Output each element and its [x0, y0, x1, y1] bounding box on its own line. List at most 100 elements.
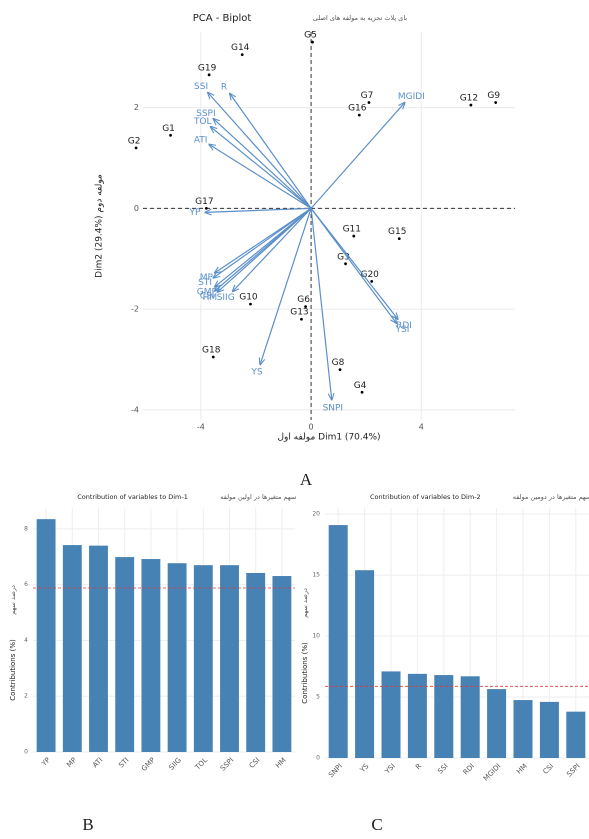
- loading-arrow: [310, 208, 332, 399]
- point-label: G20: [360, 270, 379, 280]
- chart-title: Contribution of variables to Dim-2: [370, 493, 481, 501]
- bar: [355, 570, 375, 758]
- chart-title: Contribution of variables to Dim-1: [77, 493, 188, 501]
- point-label: G17: [195, 197, 213, 207]
- panel-label: A: [300, 470, 313, 489]
- y-tick-label: 0: [316, 755, 320, 762]
- point-label: G5: [304, 31, 317, 41]
- loading-arrow: [213, 119, 312, 209]
- loading-arrow: [310, 103, 405, 209]
- panel-label: B: [82, 815, 93, 834]
- y-axis-label-persian: درصد سهم: [9, 585, 17, 615]
- chart-subtitle: بای پلات تجزیه به مولفه های اصلی: [313, 14, 407, 22]
- y-tick-label: 8: [24, 525, 28, 532]
- y-tick-label: 4: [24, 637, 28, 644]
- y-axis-label: Contributions (%): [301, 642, 309, 704]
- point-label: G1: [162, 124, 175, 134]
- loading-arrow: [213, 207, 312, 278]
- point-label: G2: [128, 136, 141, 146]
- point-label: G4: [354, 381, 367, 391]
- y-axis-label: Contributions (%): [9, 639, 17, 701]
- y-tick-label: 0: [24, 749, 28, 756]
- chart-title: PCA - Biplot: [193, 13, 252, 24]
- bar: [407, 673, 427, 758]
- point-label: G11: [343, 225, 361, 235]
- bar: [167, 563, 187, 752]
- point-label: G6: [297, 295, 310, 305]
- point: [211, 355, 215, 359]
- point-label: G16: [348, 104, 367, 114]
- arrow-label: SIIG: [217, 293, 235, 303]
- bar: [381, 671, 401, 758]
- point: [344, 262, 347, 266]
- point: [494, 101, 498, 104]
- bar: [460, 676, 480, 758]
- bar: [193, 565, 213, 752]
- y-tick-label: 2: [134, 103, 139, 112]
- point-label: G3: [337, 252, 350, 262]
- point: [240, 53, 244, 57]
- bar: [141, 559, 161, 752]
- bar: [115, 557, 135, 752]
- arrow-label: RDI: [396, 321, 412, 331]
- arrow-label: R: [221, 82, 227, 92]
- bar: [539, 701, 559, 758]
- loading-arrow: [233, 207, 312, 291]
- point: [352, 234, 356, 238]
- y-tick-label: -4: [131, 405, 139, 414]
- bar: [89, 545, 108, 752]
- bar: [220, 565, 239, 752]
- point: [311, 40, 314, 44]
- y-tick-label: -2: [131, 305, 139, 314]
- y-tick-label: 20: [312, 511, 320, 518]
- point: [370, 280, 374, 283]
- arrow-label: YP: [189, 208, 201, 218]
- y-tick-label: 15: [312, 572, 320, 579]
- point: [338, 368, 342, 372]
- bar: [272, 576, 292, 752]
- panel-label: C: [371, 815, 382, 834]
- point-label: G12: [460, 94, 478, 104]
- arrow-label: CSI: [200, 292, 215, 302]
- point: [357, 113, 361, 117]
- point: [300, 317, 303, 321]
- point-label: G8: [332, 358, 345, 368]
- point-label: G14: [231, 43, 250, 53]
- bar: [246, 572, 266, 752]
- y-tick-label: 2: [24, 693, 28, 700]
- x-tick-label: 0: [309, 423, 314, 432]
- point: [134, 146, 138, 150]
- arrow-label: GMP: [197, 288, 218, 298]
- arrow-label: STI: [198, 278, 212, 288]
- y-tick-label: 5: [316, 694, 320, 701]
- loading-arrow: [217, 207, 312, 292]
- loading-arrow: [209, 144, 312, 209]
- x-axis-label: مولفه اول Dim1 (70.4%): [277, 433, 380, 443]
- arrow-label: SSPI: [196, 109, 216, 119]
- bar: [566, 711, 586, 758]
- bar: [328, 525, 348, 758]
- point-label: G9: [487, 91, 500, 101]
- point-label: G13: [290, 308, 308, 318]
- loading-arrow: [260, 208, 312, 364]
- point: [360, 390, 364, 394]
- y-axis-label-persian: درصد سهم: [301, 588, 309, 618]
- x-tick-label: -4: [197, 423, 205, 432]
- point: [204, 206, 208, 210]
- chart-subtitle: سهم متغیرها در اولین مولفه: [220, 493, 296, 501]
- arrow-label: YSI: [395, 325, 410, 335]
- bar: [487, 689, 507, 758]
- point-label: G18: [202, 346, 221, 356]
- arrow-label: SNPI: [323, 403, 344, 413]
- loading-arrow: [310, 208, 396, 323]
- chart-subtitle: سهم متغیرها در دومین مولفه: [513, 493, 589, 501]
- loading-arrow: [205, 207, 312, 212]
- y-tick-label: 10: [312, 633, 320, 640]
- point: [169, 133, 172, 137]
- loading-arrow: [211, 127, 312, 209]
- point-label: G19: [198, 63, 217, 73]
- point-label: G7: [361, 91, 374, 101]
- bar: [62, 545, 82, 752]
- point: [397, 237, 401, 240]
- y-tick-label: 0: [134, 204, 139, 213]
